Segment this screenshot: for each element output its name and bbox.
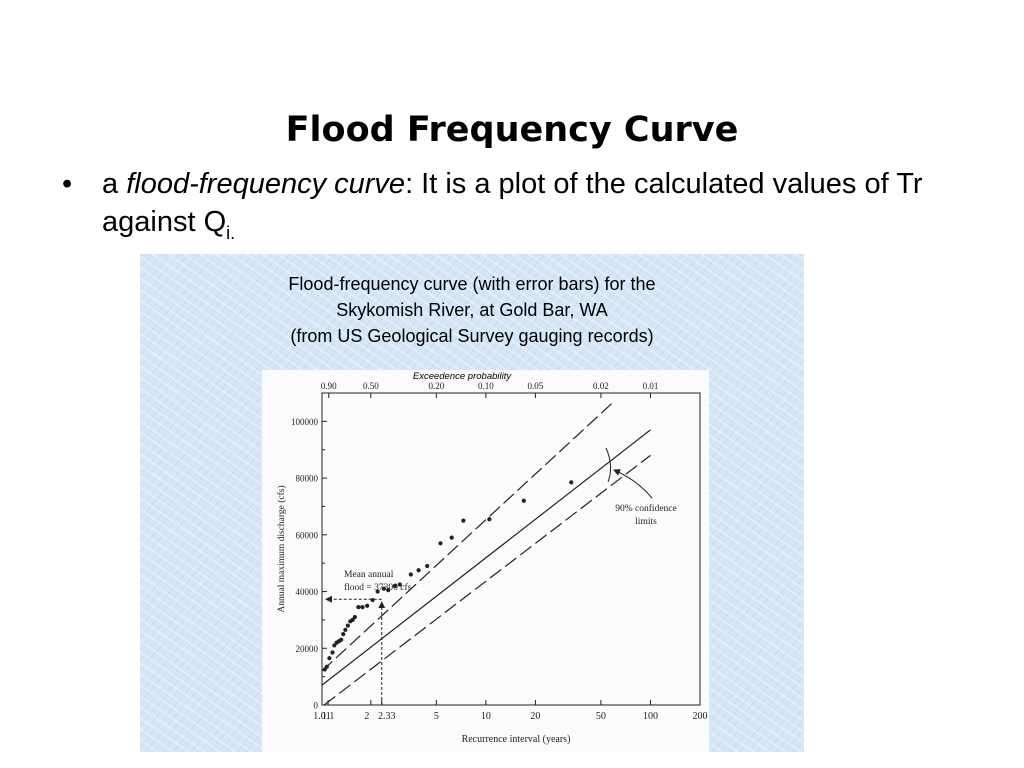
data-point	[381, 586, 386, 591]
bullet-subscript: i.	[226, 223, 236, 243]
data-point	[356, 605, 361, 610]
plot-frame	[321, 392, 701, 706]
x-tick-label: 20	[530, 711, 540, 722]
top-tick-label: 0.10	[478, 381, 494, 391]
data-point	[341, 631, 346, 637]
data-point	[425, 563, 430, 569]
data-point	[386, 588, 391, 593]
x-tick-label: 2	[364, 711, 369, 722]
data-point	[370, 597, 375, 603]
x-tick-label: 5	[434, 711, 439, 722]
confidence-label-line2: limits	[635, 517, 657, 527]
data-point	[330, 650, 335, 655]
bullet-prefix: a	[102, 168, 127, 200]
x-tick-label: 1.01	[313, 711, 331, 722]
data-point	[332, 643, 337, 648]
data-point	[449, 535, 454, 540]
x-axis-label: Recurrence interval (years)	[462, 734, 571, 745]
y-tick-label: 80000	[296, 474, 319, 484]
data-point	[438, 541, 443, 546]
x-tick-label: 10	[481, 711, 491, 722]
data-point	[352, 614, 357, 620]
x-tick-label: 200	[693, 711, 708, 722]
y-tick-label: 40000	[296, 587, 319, 597]
bullet-definition: : It is a plot of the calculated values …	[102, 168, 923, 238]
flood-frequency-chart: 1.011.1 2 2.33 5 10 20 50 100 200 0.90 0.50 0.20 0.1…	[276, 371, 708, 745]
confidence-label-line1: 90% confidence	[615, 503, 676, 514]
data-point	[375, 589, 380, 594]
caption-line-1: Flood-frequency curve (with error bars) …	[288, 274, 656, 294]
y-tick-label: 100000	[291, 417, 319, 427]
figure-caption: Flood-frequency curve (with error bars) …	[140, 271, 804, 349]
top-tick-label: 0.50	[363, 381, 379, 391]
bullet-marker: •	[62, 168, 73, 200]
data-point	[339, 637, 344, 642]
data-point	[416, 568, 421, 573]
y-tick-label: 0	[314, 701, 319, 711]
mean-flood-label-line1: Mean annual	[344, 570, 394, 580]
data-point	[343, 627, 348, 632]
data-point	[408, 572, 413, 577]
x-tick-label: 50	[596, 711, 606, 722]
top-tick-label: 0.02	[593, 381, 609, 391]
data-point	[569, 480, 574, 485]
y-tick-label: 20000	[296, 644, 319, 654]
top-axis-label: Exceedence probability	[413, 371, 512, 382]
data-point	[392, 583, 397, 588]
confidence-bracket	[605, 447, 612, 483]
data-point	[350, 617, 355, 623]
data-point	[360, 605, 365, 610]
bullet-text: a flood-frequency curve: It is a plot of…	[102, 165, 942, 252]
x-tick-label: 2.33	[378, 711, 396, 722]
slide-title: Flood Frequency Curve	[285, 110, 739, 150]
data-point	[487, 517, 492, 522]
y-axis-label: Annual maximum discharge (cfs)	[276, 485, 287, 612]
x-tick-label: 1.1	[322, 711, 335, 722]
figure-panel: Flood-frequency curve (with error bars) …	[140, 254, 804, 752]
caption-line-3: (from US Geological Survey gauging recor…	[290, 326, 654, 346]
caption-line-2: Skykomish River, at Gold Bar, WA	[336, 300, 608, 320]
data-point	[327, 656, 332, 661]
data-point	[365, 603, 370, 608]
data-point	[345, 623, 350, 628]
data-point	[521, 498, 526, 503]
data-point	[461, 518, 466, 523]
top-tick-label: 0.05	[528, 381, 544, 391]
data-point	[397, 582, 402, 587]
data-point	[324, 664, 329, 669]
fitted-curve	[321, 429, 651, 686]
plot-card: 1.01 1.1 2 2.33 5 10 20 50 100 200 0.90 0.50 0.20 0.1…	[262, 370, 709, 752]
top-tick-label: 0.20	[428, 381, 444, 391]
confidence-arrow	[613, 469, 653, 499]
top-tick-label: 0.90	[321, 381, 337, 391]
y-tick-label: 60000	[296, 530, 319, 540]
lower-confidence-limit	[323, 454, 651, 706]
top-tick-label: 0.01	[643, 381, 659, 391]
x-tick-label: 100	[643, 711, 658, 722]
upper-confidence-limit	[321, 401, 615, 672]
mean-flood-label-line2: flood = 37300 cfs	[344, 582, 412, 593]
bullet-term: flood-frequency curve	[126, 168, 406, 200]
